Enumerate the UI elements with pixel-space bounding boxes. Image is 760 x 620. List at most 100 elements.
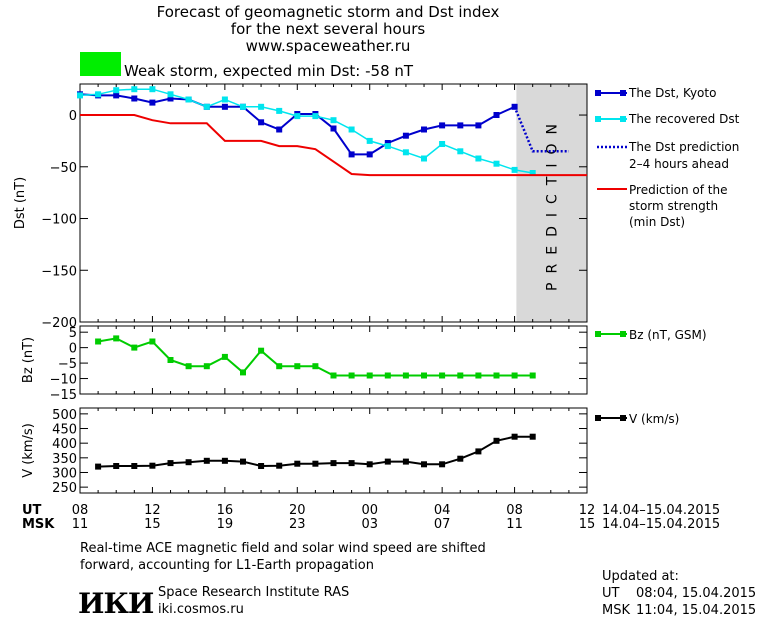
- data-point: [276, 126, 283, 133]
- ut-tick-label: 16: [217, 503, 234, 518]
- y-tick-label: 0: [69, 109, 77, 124]
- data-point: [294, 460, 301, 467]
- data-point: [348, 126, 355, 133]
- data-point: [439, 141, 446, 147]
- data-point: [330, 125, 337, 132]
- dst-panel: PREDICTION 0 −50 −100 −150 −200 Dst (nT): [13, 83, 588, 331]
- data-point: [294, 363, 301, 370]
- data-point: [402, 132, 409, 139]
- ut-axis-label: UT: [22, 503, 42, 518]
- data-point: [185, 363, 192, 370]
- legend-marker-v: [620, 415, 626, 421]
- plot-frame: [79, 325, 588, 395]
- data-point: [149, 86, 156, 93]
- data-point: [276, 363, 283, 370]
- legend-marker-bz: [595, 331, 601, 337]
- data-point: [131, 344, 138, 351]
- data-point: [475, 372, 482, 379]
- y-tick-label: −50: [50, 161, 77, 176]
- legend-marker-bz: [620, 331, 626, 337]
- ut-tick-label: 08: [506, 503, 523, 518]
- storm-label: Weak storm, expected min Dst: -58 nT: [124, 62, 414, 80]
- data-point: [276, 107, 283, 114]
- data-point: [113, 92, 120, 99]
- data-point: [330, 117, 337, 124]
- ut-tick-label: 20: [289, 503, 306, 518]
- prediction-shade: [516, 84, 587, 322]
- y-tick-label: 450: [52, 423, 77, 438]
- series-line-2: [513, 106, 569, 153]
- data-point: [330, 372, 337, 379]
- data-point: [312, 113, 319, 120]
- data-point: [402, 372, 409, 379]
- data-point: [402, 149, 409, 156]
- data-point: [457, 455, 464, 462]
- storm-level-swatch: [80, 52, 121, 76]
- iki-logo: ИКИ: [78, 587, 154, 620]
- data-point: [366, 461, 373, 468]
- msk-tick-label: 15: [579, 517, 596, 532]
- legend-label-storm-2: storm strength: [629, 199, 718, 213]
- data-point: [221, 103, 228, 110]
- data-point: [457, 372, 464, 379]
- data-point: [167, 95, 174, 102]
- data-point: [221, 457, 228, 464]
- data-point: [511, 372, 518, 379]
- legend-label-bz: Bz (nT, GSM): [629, 328, 707, 342]
- y-tick-label: 5: [69, 326, 77, 341]
- data-point: [384, 140, 391, 146]
- data-point: [131, 463, 138, 469]
- y-tick-label: 400: [52, 437, 77, 452]
- footer-note-line-2: forward, accounting for L1-Earth propaga…: [80, 558, 374, 573]
- data-point: [457, 122, 464, 129]
- data-point: [203, 457, 210, 464]
- updated-msk-label: MSK: [602, 603, 630, 618]
- y-tick-label: 350: [52, 452, 77, 467]
- data-point: [221, 353, 228, 360]
- updated-ut-label: UT: [602, 586, 620, 601]
- data-point: [439, 372, 446, 379]
- data-point: [258, 103, 265, 110]
- data-point: [384, 458, 391, 465]
- data-point: [167, 91, 174, 98]
- data-point: [529, 433, 536, 440]
- time-axis: UTMSK0811121516192023000304070811121514.…: [22, 503, 720, 532]
- data-point: [366, 151, 373, 158]
- data-point: [167, 460, 174, 467]
- y-tick-label: −5: [58, 357, 77, 372]
- data-point: [95, 338, 102, 345]
- data-point: [113, 335, 120, 342]
- updated-label: Updated at:: [602, 569, 679, 584]
- legend: The Dst, Kyoto The recovered Dst The Dst p…: [595, 86, 740, 426]
- institute-website: iki.cosmos.ru: [158, 602, 244, 617]
- y-axis-label: V (km/s): [21, 423, 36, 478]
- updated-msk-value: 11:04, 15.04.2015: [636, 603, 756, 618]
- y-axis-label: Dst (nT): [13, 177, 28, 229]
- legend-marker-v: [595, 415, 601, 421]
- y-tick-label: −100: [41, 213, 77, 228]
- series-line-3: [80, 114, 587, 177]
- data-point: [203, 103, 210, 110]
- msk-tick-label: 11: [72, 517, 89, 532]
- prediction-label: PREDICTION: [545, 115, 561, 291]
- ut-tick-label: 04: [434, 503, 451, 518]
- data-point: [258, 347, 265, 354]
- data-point: [203, 363, 210, 370]
- data-point: [77, 92, 83, 99]
- footer-note-line-1: Real-time ACE magnetic field and solar w…: [80, 541, 486, 556]
- plot-frame: [79, 407, 588, 494]
- y-tick-label: −200: [41, 316, 77, 331]
- data-point: [348, 372, 355, 379]
- data-point: [149, 99, 156, 106]
- data-point: [475, 155, 482, 162]
- data-point: [529, 372, 536, 379]
- legend-label-storm-1: Prediction of the: [629, 183, 728, 197]
- data-point: [475, 448, 482, 455]
- y-tick-label: 300: [52, 466, 77, 481]
- legend-label-storm-3: (min Dst): [629, 215, 685, 229]
- data-point: [95, 91, 102, 98]
- data-point: [258, 463, 265, 469]
- ut-tick-label: 12: [144, 503, 161, 518]
